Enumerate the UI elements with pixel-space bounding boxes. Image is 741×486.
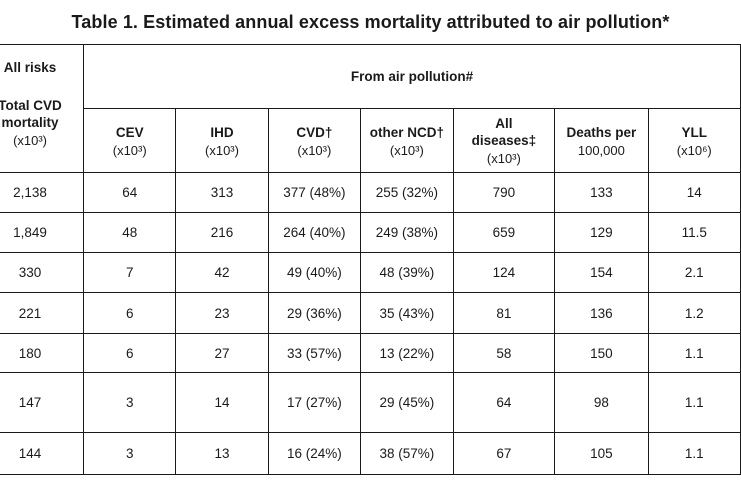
header-all-diseases: All diseases‡ (x10³) bbox=[452, 108, 556, 173]
cell-ihd: 23 bbox=[175, 292, 269, 334]
cell-total-cvd: 180 bbox=[0, 333, 85, 373]
header-cev-unit: (x10³) bbox=[112, 142, 147, 158]
header-cvd-unit: (x10³) bbox=[297, 142, 332, 158]
cell-cvd: 264 (40%) bbox=[267, 212, 362, 253]
header-cev: CEV (x10³) bbox=[83, 108, 177, 173]
cell-yll: 2.1 bbox=[647, 252, 741, 293]
cell-other-ncd: 35 (43%) bbox=[360, 292, 454, 334]
cell-cev: 7 bbox=[83, 252, 177, 293]
header-yll-label: YLL bbox=[681, 124, 708, 140]
header-deaths-per: Deaths per 100,000 bbox=[554, 108, 649, 173]
cell-deaths-per: 133 bbox=[554, 172, 649, 213]
cell-deaths-per: 150 bbox=[554, 333, 649, 373]
cell-deaths-per: 136 bbox=[554, 292, 649, 334]
cell-other-ncd: 249 (38%) bbox=[360, 212, 454, 253]
cell-total-cvd: 144 bbox=[0, 432, 85, 475]
table-body: 2,138 64 313 377 (48%) 255 (32%) 790 133… bbox=[0, 172, 741, 475]
header-all-risks: All risks Total CVD mortality (x10³) bbox=[0, 44, 85, 173]
cell-total-cvd: 2,138 bbox=[0, 172, 85, 213]
header-all-risks-label: All risks bbox=[3, 60, 57, 75]
table-header: All risks Total CVD mortality (x10³) Fro… bbox=[0, 44, 741, 173]
cell-yll: 11.5 bbox=[647, 212, 741, 253]
cell-total-cvd: 1,849 bbox=[0, 212, 85, 253]
cell-yll: 1.1 bbox=[647, 333, 741, 373]
header-all-diseases-unit: (x10³) bbox=[486, 151, 521, 166]
cell-deaths-per: 98 bbox=[554, 372, 649, 433]
cell-yll: 14 bbox=[647, 172, 741, 213]
cell-all-diseases: 659 bbox=[452, 212, 556, 253]
table-row: 147 3 14 17 (27%) 29 (45%) 64 98 1.1 bbox=[0, 372, 741, 433]
cell-cev: 3 bbox=[83, 432, 177, 475]
cell-ihd: 313 bbox=[175, 172, 269, 213]
cell-all-diseases: 124 bbox=[452, 252, 556, 293]
cell-ihd: 13 bbox=[175, 432, 269, 475]
header-yll-unit: (x10⁶) bbox=[676, 142, 712, 158]
cell-total-cvd: 221 bbox=[0, 292, 85, 334]
header-cvd-label: CVD† bbox=[296, 124, 333, 140]
cell-yll: 1.1 bbox=[647, 432, 741, 475]
header-all-diseases-label: All diseases‡ bbox=[471, 116, 537, 148]
cell-other-ncd: 48 (39%) bbox=[360, 252, 454, 293]
cell-all-diseases: 64 bbox=[452, 372, 556, 433]
cell-ihd: 42 bbox=[175, 252, 269, 293]
header-total-cvd-label: Total CVD mortality bbox=[0, 98, 62, 130]
cell-deaths-per: 105 bbox=[554, 432, 649, 475]
cell-cvd: 29 (36%) bbox=[267, 292, 362, 334]
table-row: 1,849 48 216 264 (40%) 249 (38%) 659 129… bbox=[0, 212, 741, 253]
table-row: 180 6 27 33 (57%) 13 (22%) 58 150 1.1 bbox=[0, 333, 741, 373]
cell-cvd: 17 (27%) bbox=[267, 372, 362, 433]
cell-other-ncd: 38 (57%) bbox=[360, 432, 454, 475]
cell-other-ncd: 29 (45%) bbox=[360, 372, 454, 433]
mortality-table: All risks Total CVD mortality (x10³) Fro… bbox=[0, 44, 741, 475]
table-container: All risks Total CVD mortality (x10³) Fro… bbox=[0, 44, 741, 475]
cell-total-cvd: 330 bbox=[0, 252, 85, 293]
header-deaths-per-label: Deaths per bbox=[566, 124, 637, 140]
cell-yll: 1.2 bbox=[647, 292, 741, 334]
cell-cev: 6 bbox=[83, 333, 177, 373]
cell-all-diseases: 58 bbox=[452, 333, 556, 373]
cell-ihd: 216 bbox=[175, 212, 269, 253]
table-row: 221 6 23 29 (36%) 35 (43%) 81 136 1.2 bbox=[0, 292, 741, 334]
cell-cvd: 16 (24%) bbox=[267, 432, 362, 475]
cell-cev: 64 bbox=[83, 172, 177, 213]
header-other-ncd: other NCD† (x10³) bbox=[360, 108, 454, 173]
cell-cev: 3 bbox=[83, 372, 177, 433]
header-ihd-label: IHD bbox=[210, 124, 234, 140]
cell-other-ncd: 13 (22%) bbox=[360, 333, 454, 373]
cell-ihd: 27 bbox=[175, 333, 269, 373]
table-title: Table 1. Estimated annual excess mortali… bbox=[71, 12, 670, 32]
cell-deaths-per: 129 bbox=[554, 212, 649, 253]
cell-deaths-per: 154 bbox=[554, 252, 649, 293]
header-deaths-per-unit: 100,000 bbox=[577, 142, 625, 158]
header-other-ncd-label: other NCD† bbox=[369, 124, 444, 140]
cell-all-diseases: 67 bbox=[452, 432, 556, 475]
header-yll: YLL (x10⁶) bbox=[647, 108, 741, 173]
cell-cvd: 377 (48%) bbox=[267, 172, 362, 213]
header-other-ncd-unit: (x10³) bbox=[389, 142, 424, 158]
table-row: 330 7 42 49 (40%) 48 (39%) 124 154 2.1 bbox=[0, 252, 741, 293]
table-row: 144 3 13 16 (24%) 38 (57%) 67 105 1.1 bbox=[0, 432, 741, 475]
cell-cev: 48 bbox=[83, 212, 177, 253]
cell-all-diseases: 81 bbox=[452, 292, 556, 334]
header-ihd-unit: (x10³) bbox=[205, 142, 239, 158]
cell-cvd: 33 (57%) bbox=[267, 333, 362, 373]
header-ihd: IHD (x10³) bbox=[175, 108, 269, 173]
cell-cvd: 49 (40%) bbox=[267, 252, 362, 293]
cell-yll: 1.1 bbox=[647, 372, 741, 433]
cell-other-ncd: 255 (32%) bbox=[360, 172, 454, 213]
cell-all-diseases: 790 bbox=[452, 172, 556, 213]
table-row: 2,138 64 313 377 (48%) 255 (32%) 790 133… bbox=[0, 172, 741, 213]
header-cvd: CVD† (x10³) bbox=[267, 108, 362, 173]
header-from-air-pollution: From air pollution# bbox=[83, 44, 741, 109]
cell-ihd: 14 bbox=[175, 372, 269, 433]
cell-total-cvd: 147 bbox=[0, 372, 85, 433]
header-cev-label: CEV bbox=[115, 124, 144, 140]
header-total-cvd-unit: (x10³) bbox=[13, 133, 48, 148]
cell-cev: 6 bbox=[83, 292, 177, 334]
